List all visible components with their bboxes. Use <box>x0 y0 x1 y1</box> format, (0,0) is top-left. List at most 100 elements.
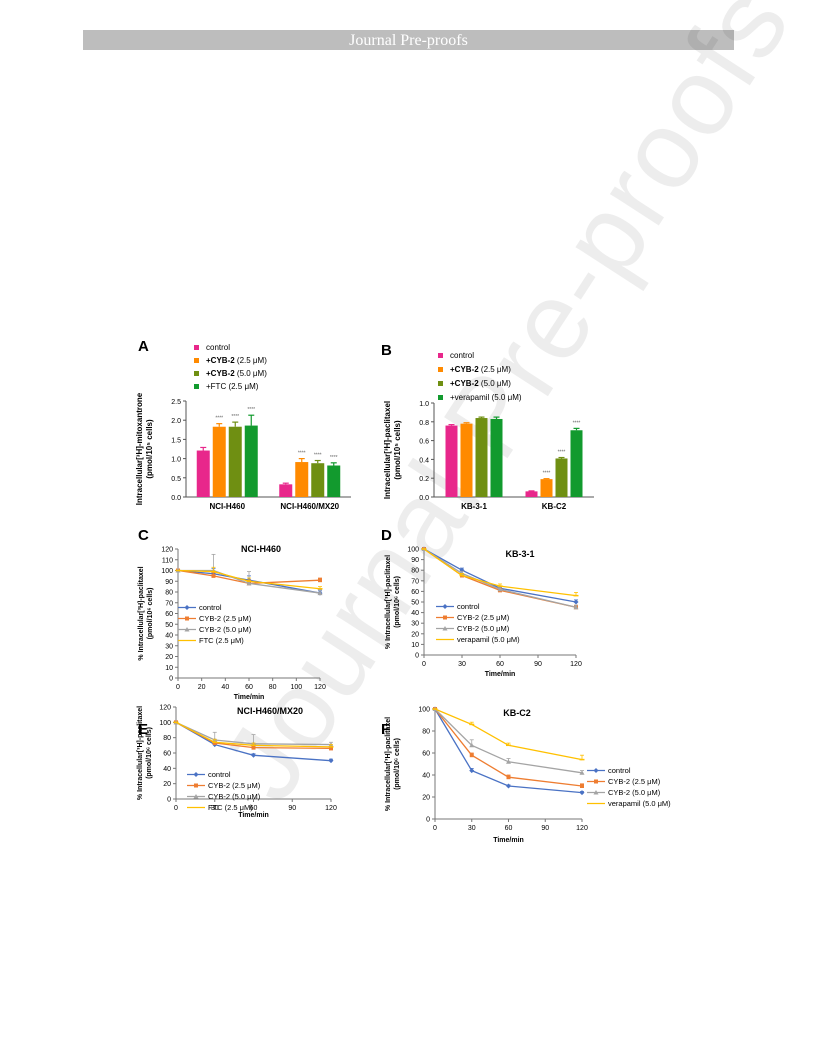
y-axis-label-main: Intracellular[³H]-mitoxantrone <box>135 392 144 505</box>
y-tick-label: 10 <box>411 642 419 649</box>
bar <box>196 450 210 497</box>
x-tick-label: 120 <box>576 825 588 832</box>
y-tick-label: 30 <box>411 621 419 628</box>
data-point <box>246 580 252 586</box>
x-category-label: NCI-H460/MX20 <box>280 502 339 511</box>
y-tick-label: 20 <box>163 781 171 788</box>
line-chart-d: KB-3-1 % Intracellular[³H]-paclitaxel (pmo… <box>385 546 582 678</box>
y-tick-label: 60 <box>411 589 419 596</box>
legend-marker <box>593 790 599 795</box>
y-tick-label: 90 <box>411 557 419 564</box>
significance-stars: **** <box>543 471 551 477</box>
legend-entry: CYB-2 (2.5 μM) <box>608 777 661 786</box>
legend-entry: control <box>208 770 231 779</box>
legend-marker <box>593 768 599 773</box>
legend-swatch <box>194 358 199 363</box>
data-point <box>573 604 579 610</box>
bar <box>555 458 568 497</box>
y-axis-label-main: Intracellular[³H]-paclitaxel <box>383 401 392 499</box>
legend-marker <box>193 794 199 799</box>
y-tick-label: 30 <box>165 643 173 650</box>
data-point <box>251 752 256 758</box>
y-tick-label: 20 <box>165 654 173 661</box>
legend-entry: +CYB-2 (5.0 μM) <box>450 379 511 388</box>
panel-label-c: C <box>138 527 149 544</box>
series-line <box>177 569 321 590</box>
y-axis-label-sub: (pmol/10⁶ cells) <box>146 727 153 779</box>
y-tick-label: 120 <box>159 705 171 712</box>
chart-title: NCI-H460/MX20 <box>237 706 303 716</box>
legend-entry: CYB-2 (2.5 μM) <box>208 781 261 790</box>
legend-entry: control <box>199 603 222 612</box>
x-tick-label: 30 <box>458 661 466 668</box>
data-point <box>573 599 579 605</box>
legend-entry: +FTC (2.5 μM) <box>206 382 259 391</box>
legend-marker <box>443 615 447 620</box>
legend-swatch <box>438 381 443 386</box>
y-tick-label: 120 <box>161 547 173 554</box>
bar <box>295 462 309 497</box>
legend-swatch <box>438 367 443 372</box>
y-tick-label: 80 <box>163 735 171 742</box>
panel-label-d: D <box>381 527 392 544</box>
data-point <box>469 753 474 758</box>
data-point <box>469 742 475 748</box>
y-tick-label: 2.0 <box>171 418 181 425</box>
data-point <box>318 578 322 583</box>
x-tick-label: 120 <box>314 684 326 691</box>
y-tick-label: 100 <box>407 547 419 554</box>
x-tick-label: 40 <box>221 684 229 691</box>
data-point <box>506 783 511 789</box>
y-tick-label: 0.5 <box>171 476 181 483</box>
legend-entry: CYB-2 (2.5 μM) <box>457 613 510 622</box>
legend-marker <box>442 604 448 609</box>
bar <box>540 479 553 497</box>
y-axis-label-sub: (pmol/10⁶ cells) <box>394 576 401 628</box>
y-axis-label-main: % Intracellular[³H]-paclitaxel <box>385 717 392 811</box>
series-line <box>423 548 577 597</box>
legend-swatch <box>438 395 443 400</box>
significance-stars: **** <box>298 451 306 457</box>
legend-entry: CYB-2 (5.0 μM) <box>208 792 261 801</box>
x-axis-label: Time/min <box>493 837 524 844</box>
bar <box>279 484 293 497</box>
y-tick-label: 40 <box>422 773 430 780</box>
journal-header-banner: Journal Pre-proofs <box>83 30 734 50</box>
line-chart-f: KB-C2 % Intracellular[³H]-paclitaxel (pmol… <box>385 706 671 844</box>
legend-swatch <box>438 353 443 358</box>
y-tick-label: 100 <box>418 707 430 714</box>
x-category-label: KB-3-1 <box>461 502 487 511</box>
bar <box>490 418 503 497</box>
x-tick-label: 30 <box>211 805 219 812</box>
legend-entry: control <box>608 766 631 775</box>
bar <box>525 491 538 497</box>
data-point <box>579 790 585 796</box>
data-point <box>506 775 511 780</box>
y-tick-label: 1.0 <box>419 401 429 408</box>
y-tick-label: 40 <box>411 610 419 617</box>
y-tick-label: 0 <box>169 676 173 683</box>
bar <box>445 425 458 497</box>
bar <box>311 463 325 497</box>
y-tick-label: 20 <box>411 631 419 638</box>
y-axis-label-sub: (pmol/10⁶ cells) <box>394 738 401 790</box>
y-tick-label: 1.5 <box>171 437 181 444</box>
legend-swatch <box>194 384 199 389</box>
bar <box>228 426 242 497</box>
x-tick-label: 90 <box>534 661 542 668</box>
y-tick-label: 60 <box>163 751 171 758</box>
legend-entry: FTC (2.5 μM) <box>199 636 244 645</box>
legend-entry: CYB-2 (2.5 μM) <box>199 614 252 623</box>
x-tick-label: 0 <box>176 684 180 691</box>
legend-entry: CYB-2 (5.0 μM) <box>457 624 510 633</box>
y-tick-label: 1.0 <box>171 457 181 464</box>
significance-stars: **** <box>314 453 322 459</box>
x-axis-label: Time/min <box>485 671 516 678</box>
legend-marker <box>184 605 190 610</box>
legend-entry: verapamil (5.0 μM) <box>457 635 520 644</box>
x-tick-label: 90 <box>541 825 549 832</box>
data-point <box>469 768 475 774</box>
data-point <box>329 746 333 751</box>
data-point <box>212 741 217 746</box>
y-tick-label: 0.0 <box>419 495 429 502</box>
